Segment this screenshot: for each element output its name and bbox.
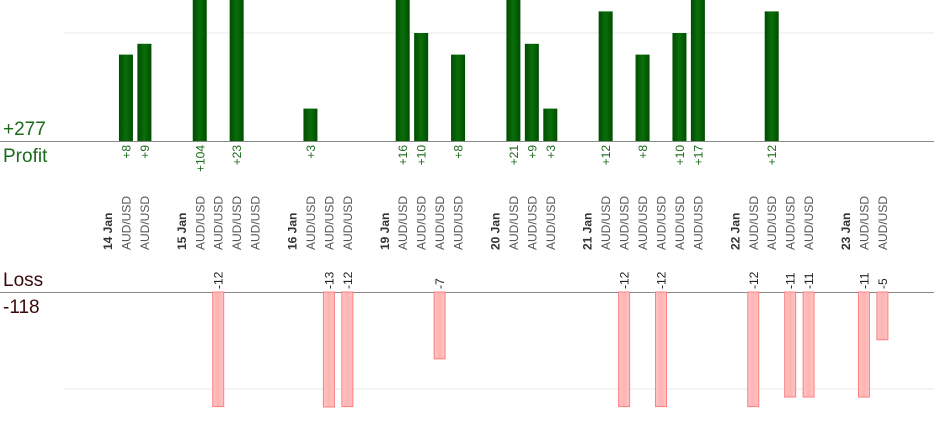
pair-label: AUD/USD: [193, 196, 207, 250]
loss-bar: [322, 291, 335, 408]
loss-bar: [433, 291, 446, 360]
pair-label: AUD/USD: [784, 196, 798, 250]
date-label: 20 Jan: [488, 213, 502, 250]
profit-bar: [690, 0, 705, 141]
loss-bar: [876, 291, 889, 341]
profit-bar: [137, 43, 152, 141]
profit-value-label: +10: [673, 145, 687, 166]
pair-label: AUD/USD: [876, 196, 890, 250]
profit-value-label: +8: [636, 145, 650, 159]
pair-label: AUD/USD: [525, 196, 539, 250]
loss-value-label: -12: [618, 271, 632, 289]
profit-bar: [303, 108, 318, 141]
profit-value-label: +23: [230, 145, 244, 166]
pair-label: AUD/USD: [341, 196, 355, 250]
profit-bar: [506, 0, 521, 141]
profit-value-label: +8: [452, 145, 466, 159]
loss-bar: [341, 291, 354, 408]
loss-value-label: -11: [784, 272, 798, 289]
pair-label: AUD/USD: [655, 196, 669, 250]
profit-bar: [414, 33, 429, 141]
loss-bar: [212, 291, 225, 408]
profit-value-label: +17: [691, 145, 705, 166]
loss-value-label: -13: [322, 271, 336, 289]
pair-label: AUD/USD: [433, 196, 447, 250]
profit-bar: [229, 0, 244, 141]
pair-label: AUD/USD: [452, 196, 466, 250]
pair-label: AUD/USD: [119, 196, 133, 250]
pair-label: AUD/USD: [304, 196, 318, 250]
pair-label: AUD/USD: [691, 196, 705, 250]
loss-total: -118: [3, 297, 40, 318]
profit-value-label: +9: [138, 145, 152, 159]
pair-label: AUD/USD: [322, 196, 336, 250]
profit-value-label: +3: [544, 145, 558, 159]
date-label: 14 Jan: [101, 213, 115, 250]
date-label: 19 Jan: [378, 213, 392, 250]
loss-value-label: -12: [212, 271, 226, 289]
profit-bar: [118, 54, 133, 141]
profit-label: Profit: [3, 146, 48, 167]
profit-total: +277: [3, 119, 46, 140]
profit-value-label: +3: [304, 145, 318, 159]
pair-label: AUD/USD: [765, 196, 779, 250]
pair-label: AUD/USD: [599, 196, 613, 250]
pair-label: AUD/USD: [544, 196, 558, 250]
profit-value-label: +8: [119, 145, 133, 159]
pair-label: AUD/USD: [673, 196, 687, 250]
loss-value-label: -11: [857, 272, 871, 289]
pair-label: AUD/USD: [230, 196, 244, 250]
profit-bar: [451, 54, 466, 141]
loss-bar: [747, 291, 760, 408]
loss-label: Loss: [3, 270, 44, 291]
loss-value-label: -7: [433, 278, 447, 289]
pair-label: AUD/USD: [249, 196, 263, 250]
pair-label: AUD/USD: [212, 196, 226, 250]
profit-value-label: +10: [415, 145, 429, 166]
pair-label: AUD/USD: [747, 196, 761, 250]
pair-label: AUD/USD: [618, 196, 632, 250]
profit-value-label: +104: [193, 145, 207, 172]
profit-bar: [524, 43, 539, 141]
profit-value-label: +16: [396, 145, 410, 166]
profit-bar: [598, 11, 613, 142]
profit-bar: [543, 108, 558, 141]
loss-value-label: -12: [747, 271, 761, 289]
profit-bar: [635, 54, 650, 141]
profit-bar: [192, 0, 207, 141]
profit-value-label: +12: [599, 145, 613, 166]
date-label: 22 Jan: [728, 213, 742, 250]
loss-bar: [618, 291, 631, 408]
date-label: 15 Jan: [175, 213, 189, 250]
pair-label: AUD/USD: [396, 196, 410, 250]
pair-label: AUD/USD: [802, 196, 816, 250]
loss-value-label: -5: [876, 278, 890, 289]
profit-value-label: +21: [507, 145, 521, 166]
profit-bar: [395, 0, 410, 141]
loss-bar: [857, 291, 870, 398]
date-label: 16 Jan: [286, 213, 300, 250]
profit-value-label: +12: [765, 145, 779, 166]
loss-bar: [784, 291, 797, 398]
pair-label: AUD/USD: [415, 196, 429, 250]
date-label: 26 Jan: [931, 213, 934, 250]
pair-label: AUD/USD: [138, 196, 152, 250]
loss-value-label: -12: [655, 271, 669, 289]
loss-bar: [655, 291, 667, 408]
loss-value-label: -11: [802, 272, 816, 289]
profit-bar: [672, 33, 687, 141]
loss-value-label: -12: [341, 271, 355, 289]
date-label: 23 Jan: [839, 213, 853, 250]
profit-bar: [764, 11, 779, 142]
profit-value-label: +9: [525, 145, 539, 159]
pair-label: AUD/USD: [507, 196, 521, 250]
date-label: 21 Jan: [581, 213, 595, 250]
pair-label: AUD/USD: [857, 196, 871, 250]
loss-bar: [802, 291, 815, 398]
pair-label: AUD/USD: [636, 196, 650, 250]
